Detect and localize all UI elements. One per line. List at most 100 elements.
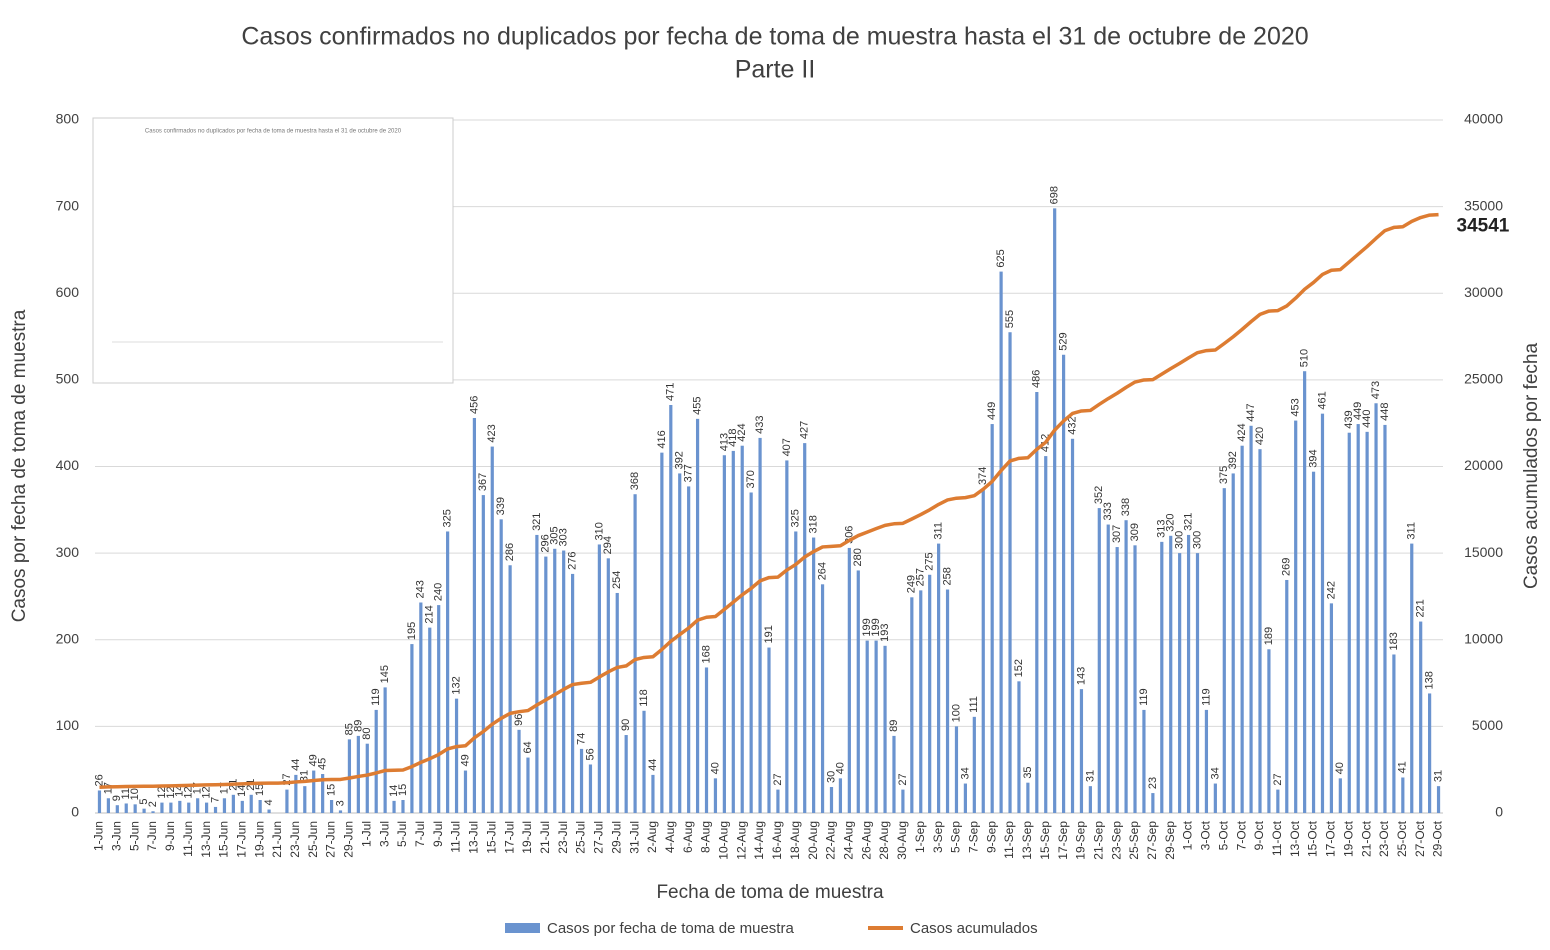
x-tick-label: 29-Jun <box>342 821 356 858</box>
x-tick-label: 31-Jul <box>627 821 641 854</box>
data-label: 27 <box>1272 773 1284 785</box>
x-tick-label: 7-Jun <box>145 821 159 851</box>
data-label: 321 <box>531 513 543 531</box>
data-label: 89 <box>352 720 364 732</box>
x-tick-label: 28-Aug <box>877 821 891 860</box>
x-tick-label: 19-Oct <box>1341 820 1355 857</box>
bar <box>258 800 262 813</box>
bar <box>1017 681 1021 813</box>
x-tick-label: 1-Sep <box>913 821 927 853</box>
data-label: 23 <box>1147 777 1159 789</box>
x-tick-label: 29-Oct <box>1431 820 1445 857</box>
bar <box>1374 403 1378 813</box>
bar <box>321 774 325 813</box>
data-label: 318 <box>808 515 820 533</box>
bar <box>1231 473 1235 813</box>
y-tick-label: 600 <box>56 284 80 300</box>
bar <box>1267 649 1271 813</box>
x-tick-label: 13-Jul <box>467 821 481 854</box>
bar <box>249 794 253 813</box>
x-tick-label: 11-Oct <box>1270 820 1284 856</box>
chart-subtitle: Parte II <box>735 56 816 84</box>
bar <box>1303 371 1307 813</box>
data-label: 243 <box>415 580 427 598</box>
data-label: 111 <box>968 696 980 713</box>
x-tick-label: 24-Aug <box>842 821 856 860</box>
data-label: 14 <box>174 785 186 797</box>
x-tick-label: 10-Aug <box>717 821 731 860</box>
bar <box>1008 332 1012 813</box>
x-tick-label: 11-Jun <box>181 821 195 857</box>
x-tick-label: 17-Jul <box>502 821 516 854</box>
bar <box>1186 534 1191 813</box>
data-label: 375 <box>1218 466 1230 484</box>
data-label: 338 <box>1120 498 1132 516</box>
bar <box>633 494 637 813</box>
y2-tick-label: 35000 <box>1464 197 1503 213</box>
data-label: 96 <box>513 714 525 726</box>
bar <box>1401 777 1405 813</box>
x-tick-label: 3-Jul <box>377 821 391 847</box>
bar <box>365 743 369 813</box>
x-tick-label: 7-Sep <box>966 821 980 853</box>
bar <box>1097 508 1101 813</box>
bar <box>1124 520 1128 813</box>
data-label: 433 <box>754 416 766 434</box>
bar <box>401 800 405 813</box>
bar <box>97 790 102 813</box>
x-tick-label: 17-Oct <box>1324 820 1338 857</box>
bar <box>1258 449 1262 813</box>
data-label: 303 <box>558 528 570 546</box>
bar <box>1070 438 1075 813</box>
data-label: 325 <box>790 509 802 527</box>
y2-tick-label: 5000 <box>1472 717 1503 733</box>
x-tick-label: 17-Sep <box>1056 821 1070 860</box>
data-label: 424 <box>1236 423 1248 441</box>
bar <box>1276 789 1280 813</box>
x-tick-label: 2-Aug <box>645 821 659 853</box>
data-label: 296 <box>540 534 552 552</box>
bar <box>892 735 896 813</box>
bar <box>945 589 950 813</box>
x-tick-label: 5-Oct <box>1216 820 1230 850</box>
data-label: 258 <box>941 567 953 585</box>
data-label: 15 <box>397 784 409 796</box>
bar <box>231 794 235 813</box>
x-tick-label: 30-Aug <box>895 821 909 860</box>
x-tick-label: 6-Aug <box>681 821 695 853</box>
data-label: 254 <box>611 571 623 589</box>
data-label: 145 <box>379 665 391 683</box>
x-tick-label: 16-Aug <box>770 821 784 860</box>
bar <box>803 443 807 813</box>
bar <box>106 798 110 813</box>
bar <box>517 729 521 813</box>
bar <box>794 531 798 813</box>
data-label: 453 <box>1290 398 1302 416</box>
data-label: 420 <box>1254 427 1266 445</box>
bar <box>1035 392 1039 813</box>
data-label: 455 <box>691 396 703 414</box>
bar <box>919 590 923 813</box>
bar <box>410 644 414 813</box>
data-label: 49 <box>308 754 320 766</box>
data-label: 432 <box>1066 416 1078 434</box>
x-tick-label: 21-Jun <box>270 821 284 858</box>
bar <box>722 455 726 813</box>
data-label: 3 <box>334 800 346 806</box>
x-tick-label: 9-Oct <box>1252 820 1266 850</box>
bar <box>1222 488 1226 813</box>
bar <box>1294 420 1298 813</box>
bar <box>204 802 209 813</box>
bar <box>338 810 343 813</box>
data-label: 625 <box>995 249 1007 267</box>
data-label: 240 <box>433 583 445 601</box>
data-label: 257 <box>915 568 927 586</box>
data-label: 294 <box>602 536 614 554</box>
bar <box>526 757 530 813</box>
x-tick-label: 23-Jun <box>288 821 302 858</box>
data-label: 10 <box>129 788 141 800</box>
legend-swatch <box>505 923 540 933</box>
bar <box>151 811 155 813</box>
data-label: 189 <box>1263 627 1275 645</box>
data-label: 27 <box>772 773 784 785</box>
